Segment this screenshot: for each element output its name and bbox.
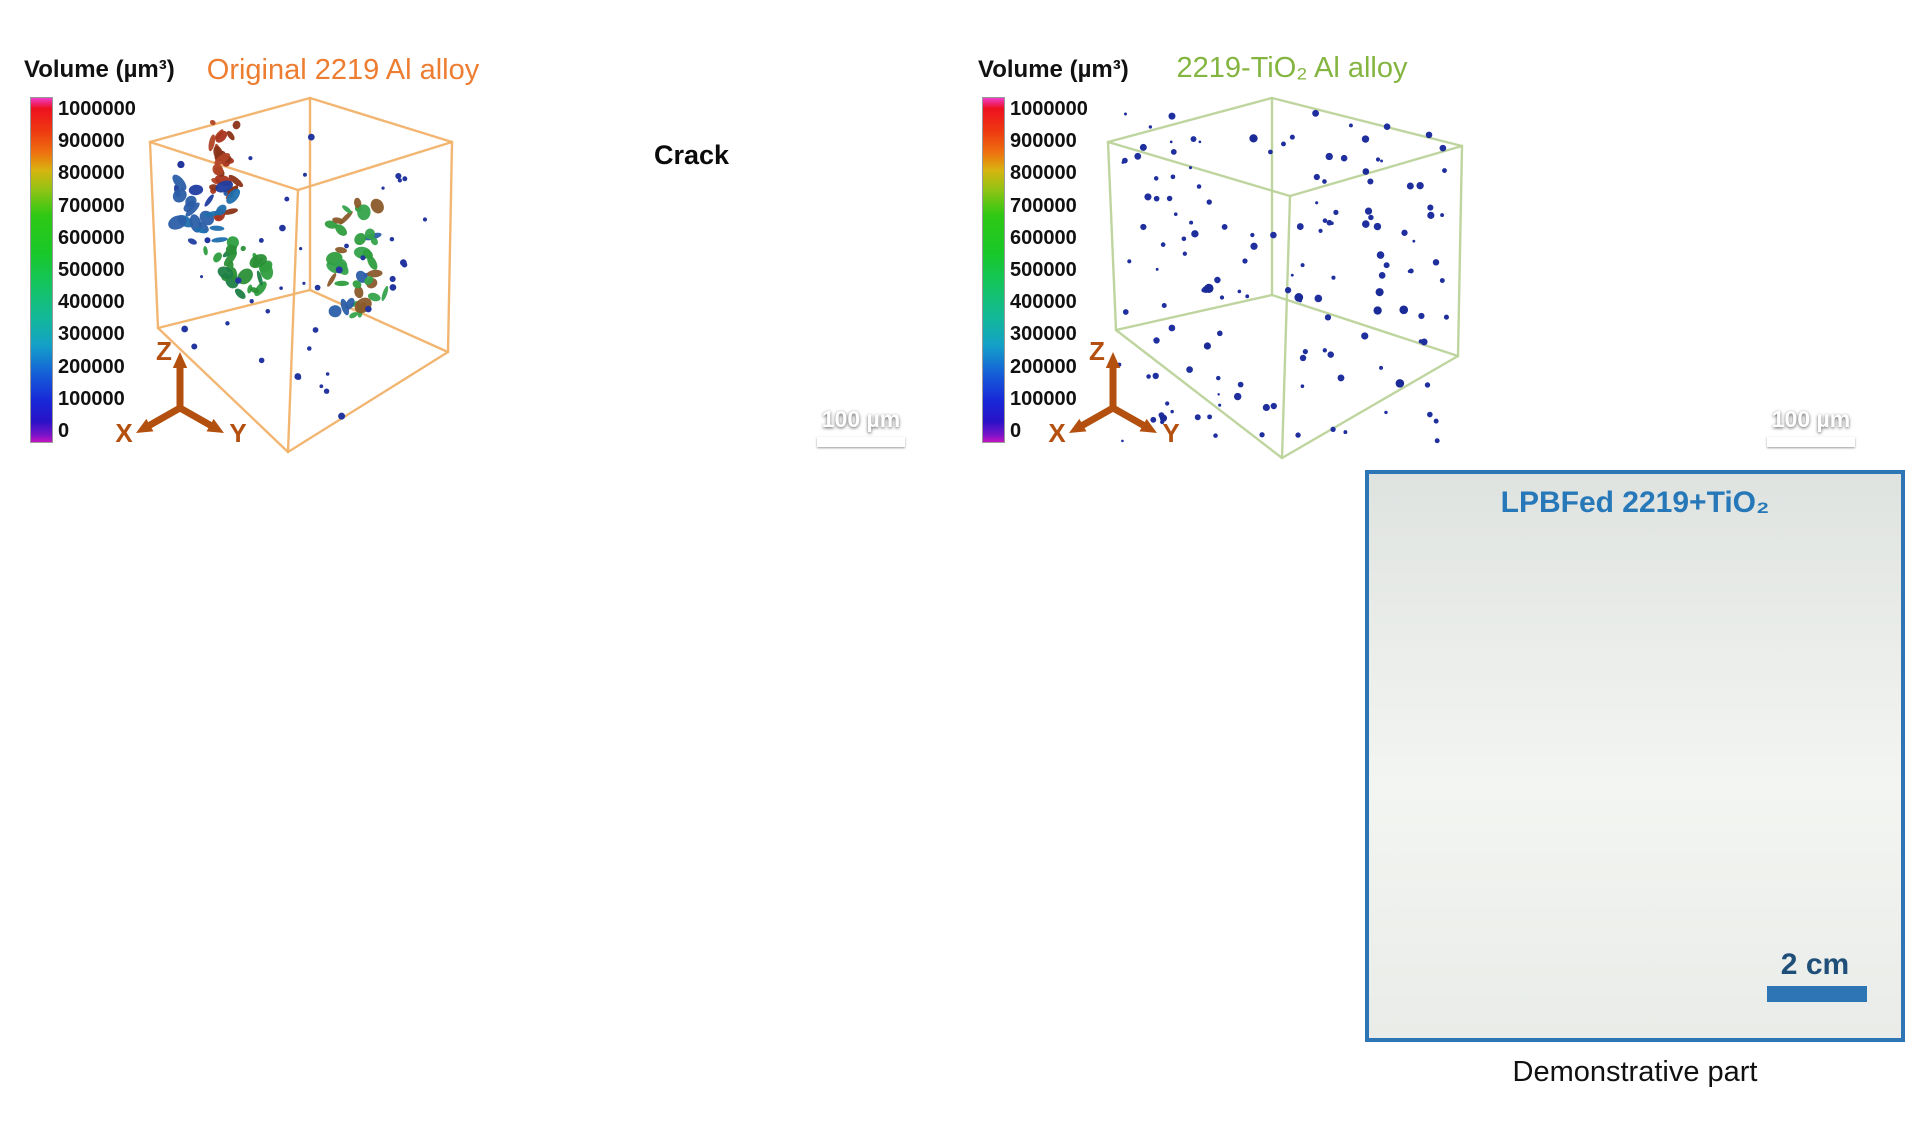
defect-clusters-original [168, 119, 428, 420]
panel-title-original: Original 2219 Al alloy [206, 54, 480, 86]
colorbar-title: Volume (µm³) [978, 56, 1129, 83]
axis-triad: Z X Y [115, 336, 246, 448]
panel-title-tio2: 2219-TiO₂ Al alloy [1176, 52, 1408, 84]
svg-text:Y: Y [229, 418, 246, 448]
colorbar-tick-label: 700000 [1010, 194, 1077, 217]
colorbar-tick-label: 400000 [1010, 291, 1077, 314]
demo-scale-label: 2 cm [1780, 948, 1850, 981]
svg-text:X: X [115, 418, 133, 448]
colorbar-tick-label: 100000 [1010, 387, 1077, 410]
demo-panel: LPBFed 2219+TiO₂ 2 cm [1365, 470, 1905, 1042]
colorbar-tick-label: 900000 [1010, 130, 1077, 153]
colorbar-tick-label: 400000 [58, 291, 125, 314]
colorbar-tick-label: 300000 [58, 323, 125, 346]
colorbar-tick-label: 0 [58, 419, 70, 442]
colorbar-tick-label: 0 [1010, 419, 1022, 442]
scalebar-bar [817, 437, 905, 447]
defect-box-tio2 [1106, 96, 1464, 460]
svg-text:X: X [1048, 418, 1066, 448]
svg-text:Z: Z [1089, 336, 1105, 366]
defect-box-original [148, 96, 454, 454]
scalebar-label: 100 µm [1771, 406, 1851, 432]
demo-caption: Demonstrative part [1512, 1056, 1758, 1088]
colorbar-tick-label: 1000000 [1010, 98, 1088, 120]
axis-triad: Z X Y [1048, 336, 1179, 448]
colorbar-gradient [30, 97, 53, 443]
ebsd-crack-label: Crack [654, 140, 730, 170]
colorbar-tick-label: 700000 [58, 194, 125, 217]
colorbar-tick-label: 200000 [58, 355, 125, 378]
colorbar-tick-label: 800000 [1010, 162, 1077, 185]
colorbar-ticks: 1000000 900000 800000 700000 600000 500000 400… [58, 99, 136, 441]
colorbar-ticks: 1000000 900000 800000 700000 600000 500000 400… [1010, 99, 1088, 441]
scalebar-bar [1767, 437, 1855, 447]
colorbar-tick-label: 600000 [58, 226, 125, 249]
colorbar-tick-label: 200000 [1010, 355, 1077, 378]
colorbar-tick-label: 1000000 [58, 98, 136, 120]
colorbar-tick-label: 500000 [1010, 258, 1077, 281]
defect-dots-tio2 [1117, 109, 1449, 444]
demo-scale-bar [1767, 986, 1867, 1002]
colorbar-tick-label: 100000 [58, 387, 125, 410]
colorbar-tick-label: 300000 [1010, 323, 1077, 346]
colorbar-tick-label: 800000 [58, 162, 125, 185]
svg-text:Z: Z [156, 336, 172, 366]
svg-text:Y: Y [1162, 418, 1179, 448]
colorbar-tick-label: 600000 [1010, 226, 1077, 249]
demo-panel-title: LPBFed 2219+TiO₂ [1500, 486, 1770, 519]
colorbar-tick-label: 500000 [58, 258, 125, 281]
colorbar-title: Volume (µm³) [24, 56, 175, 83]
scalebar-label: 100 µm [821, 406, 901, 432]
colorbar-gradient [982, 97, 1005, 443]
colorbar-tick-label: 900000 [58, 130, 125, 153]
